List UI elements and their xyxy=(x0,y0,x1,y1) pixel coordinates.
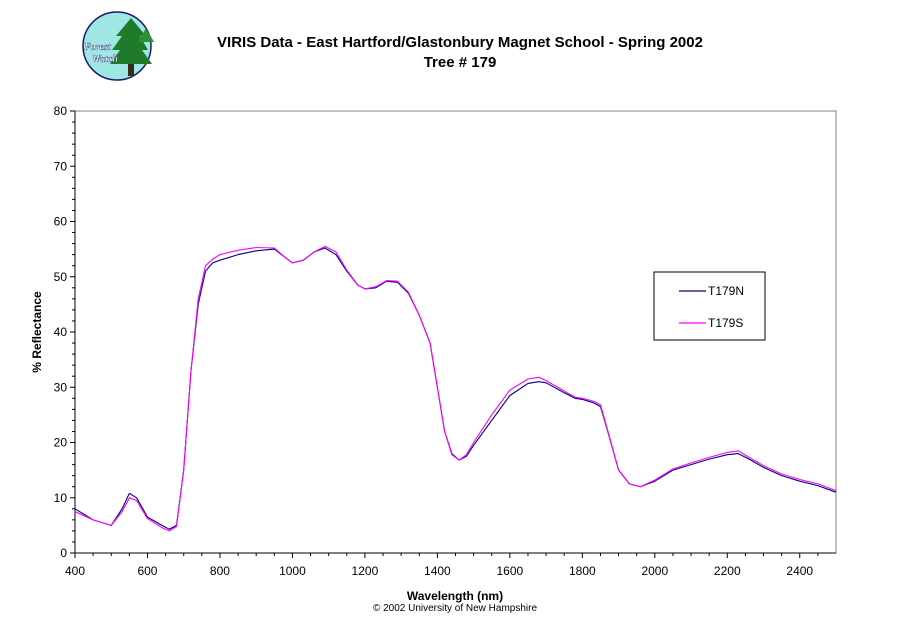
series-line-T179S xyxy=(74,245,837,532)
logo-text-watch: Watch xyxy=(92,54,118,65)
y-tick-label: 10 xyxy=(54,491,68,505)
y-axis-ticks: 0 10 20 30 40 50 60 70 80 xyxy=(54,104,75,560)
x-tick-label: 2000 xyxy=(641,564,668,578)
x-tick-label: 600 xyxy=(137,564,157,578)
y-tick-label: 20 xyxy=(54,436,68,450)
forest-watch-logo: Forest Watch xyxy=(82,11,154,81)
y-tick-label: 80 xyxy=(54,104,68,118)
x-axis-ticks: 400 600 800 1000 1200 1400 1600 1800 2000 2200 240… xyxy=(65,553,819,578)
y-tick-label: 40 xyxy=(54,325,68,339)
y-tick-label: 60 xyxy=(54,215,68,229)
legend-label-series-1: T179S xyxy=(708,316,743,330)
series-layer xyxy=(74,245,837,532)
chart-subtitle: Tree # 179 xyxy=(424,54,497,71)
x-axis-title: Wavelength (nm) xyxy=(407,589,503,603)
y-axis-title: % Reflectance xyxy=(30,291,44,373)
chart-title: VIRIS Data - East Hartford/Glastonbury M… xyxy=(217,34,703,51)
x-tick-label: 1000 xyxy=(279,564,306,578)
y-tick-label: 30 xyxy=(54,380,68,394)
pine-tree-icon xyxy=(110,18,154,76)
x-tick-label: 2400 xyxy=(786,564,813,578)
legend-box xyxy=(653,271,766,341)
x-tick-label: 1600 xyxy=(497,564,524,578)
x-tick-label: 400 xyxy=(65,564,85,578)
y-tick-label: 50 xyxy=(54,270,68,284)
x-tick-label: 1400 xyxy=(424,564,451,578)
legend-label-series-0: T179N xyxy=(708,284,744,298)
x-tick-label: 1200 xyxy=(352,564,379,578)
y-tick-label: 0 xyxy=(60,546,67,560)
y-tick-label: 70 xyxy=(54,159,68,173)
x-tick-label: 2200 xyxy=(714,564,741,578)
x-tick-label: 1800 xyxy=(569,564,596,578)
legend: T179N T179S xyxy=(653,271,766,341)
x-tick-label: 800 xyxy=(210,564,230,578)
copyright-footer: © 2002 University of New Hampshire xyxy=(373,603,538,614)
logo-text-forest: Forest xyxy=(83,42,112,53)
